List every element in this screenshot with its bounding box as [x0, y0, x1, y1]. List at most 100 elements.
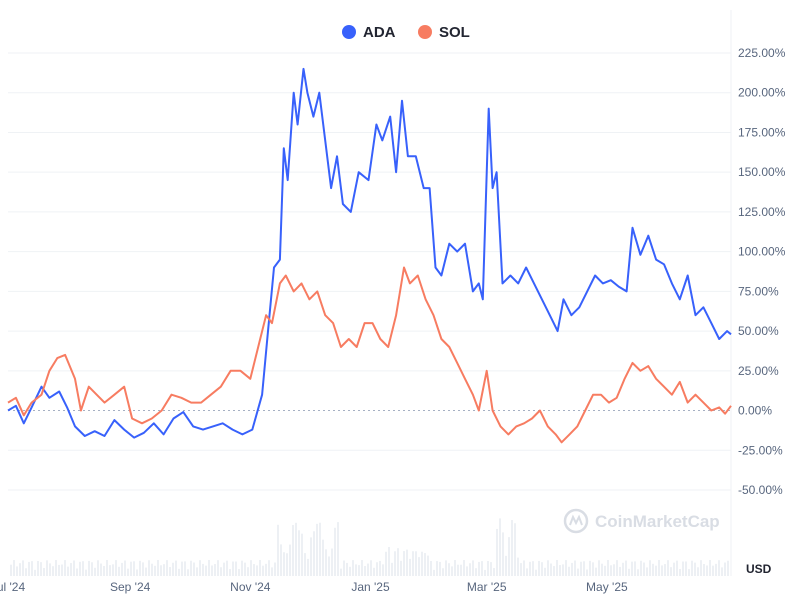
volume-bar	[463, 560, 465, 576]
volume-bar	[397, 548, 399, 576]
volume-bar	[370, 560, 372, 576]
volume-bar	[109, 565, 111, 576]
volume-bar	[10, 564, 12, 576]
volume-bar	[85, 569, 87, 576]
y-tick-label: -50.00%	[738, 483, 783, 497]
volume-bar	[19, 563, 21, 576]
volume-bar	[619, 566, 621, 576]
volume-bar	[724, 562, 726, 576]
volume-bar	[604, 565, 606, 576]
volume-bar	[526, 568, 528, 576]
volume-bar	[523, 560, 525, 576]
legend-label-ada[interactable]: ADA	[363, 24, 396, 41]
volume-bar	[124, 560, 126, 576]
volume-bar	[454, 560, 456, 576]
volume-bar	[376, 562, 378, 576]
legend[interactable]: ADA SOL	[342, 24, 470, 41]
volume-bar	[586, 569, 588, 576]
volume-bar	[589, 560, 591, 576]
volume-bar	[715, 563, 717, 576]
volume-bar	[157, 560, 159, 576]
volume-bar	[259, 560, 261, 576]
volume-bar	[481, 561, 483, 576]
volume-bar	[316, 523, 318, 576]
volume-bar	[82, 561, 84, 576]
y-tick-label: 225.00%	[738, 46, 786, 60]
volume-bar	[34, 569, 36, 576]
volume-bar	[571, 562, 573, 576]
volume-bar	[406, 549, 408, 576]
volume-bar	[643, 562, 645, 576]
volume-bar	[433, 569, 435, 576]
volume-bar	[493, 568, 495, 576]
volume-bar	[649, 560, 651, 576]
volume-bar	[292, 525, 294, 576]
volume-bar	[145, 567, 147, 576]
volume-bar	[652, 563, 654, 576]
volume-bar	[49, 563, 51, 576]
volume-bar	[172, 562, 174, 576]
legend-label-sol[interactable]: SOL	[439, 24, 470, 41]
volume-bar	[127, 568, 129, 576]
grid-lines	[8, 52, 731, 491]
volume-bar	[304, 553, 306, 576]
volume-bar	[622, 562, 624, 576]
volume-bar	[400, 560, 402, 576]
volume-bar	[469, 563, 471, 576]
volume-bar	[319, 522, 321, 576]
volume-bar	[76, 568, 78, 576]
volume-bar	[709, 560, 711, 576]
volume-bar	[361, 560, 363, 576]
volume-bar	[568, 566, 570, 576]
volume-bar	[223, 562, 225, 576]
volume-bar	[487, 561, 489, 576]
volume-bar	[484, 569, 486, 576]
volume-bar	[385, 551, 387, 576]
volume-bar	[313, 531, 315, 576]
volume-bar	[340, 568, 342, 576]
volume-bar	[529, 561, 531, 576]
volume-bar	[466, 566, 468, 576]
x-tick-label: Mar '25	[467, 580, 507, 594]
volume-bar	[613, 564, 615, 576]
volume-bar	[178, 568, 180, 576]
volume-bar	[187, 569, 189, 576]
watermark-text: CoinMarketCap	[595, 512, 720, 531]
volume-bar	[22, 560, 24, 576]
volume-bar	[37, 560, 39, 576]
volume-bar	[598, 560, 600, 576]
y-tick-label: 0.00%	[738, 404, 772, 418]
volume-bar	[607, 560, 609, 576]
volume-bar	[169, 567, 171, 576]
volume-bar	[712, 565, 714, 576]
volume-bar	[496, 528, 498, 576]
volume-bar	[289, 544, 291, 576]
volume-bar	[139, 560, 141, 576]
volume-bar	[394, 551, 396, 576]
volume-bar	[472, 560, 474, 576]
volume-bar	[511, 520, 513, 576]
coinmarketcap-logo-icon	[563, 508, 589, 534]
y-tick-label: 100.00%	[738, 245, 786, 259]
volume-bar	[211, 565, 213, 576]
volume-bar	[175, 560, 177, 576]
volume-bar	[478, 561, 480, 576]
volume-bar	[133, 561, 135, 576]
volume-bar	[247, 567, 249, 576]
volume-bar	[58, 564, 60, 576]
volume-bar	[265, 563, 267, 576]
volume-bar	[244, 562, 246, 576]
volume-bar	[235, 561, 237, 576]
volume-bar	[115, 560, 117, 576]
volume-bar	[262, 565, 264, 576]
unit-label: USD	[746, 562, 772, 576]
y-tick-label: 25.00%	[738, 364, 779, 378]
volume-bar	[574, 560, 576, 576]
volume-bar	[559, 565, 561, 576]
volume-bars	[10, 518, 729, 576]
y-tick-label: 150.00%	[738, 165, 786, 179]
volume-bar	[190, 560, 192, 576]
volume-bar	[532, 561, 534, 576]
volume-bar	[256, 565, 258, 576]
volume-bar	[352, 560, 354, 576]
